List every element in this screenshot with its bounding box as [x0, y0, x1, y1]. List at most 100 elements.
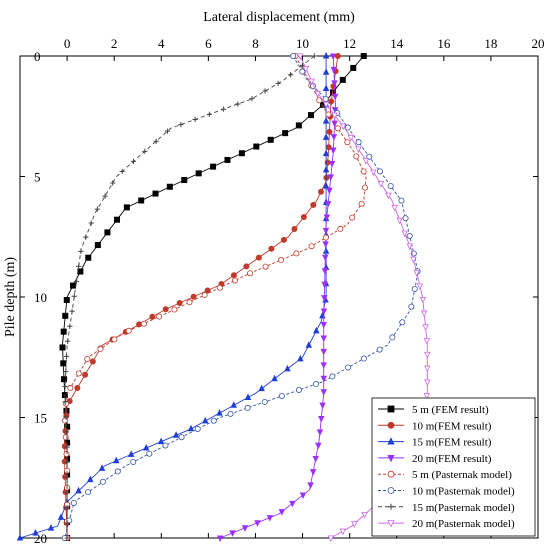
data-point [266, 515, 274, 522]
data-point [65, 338, 71, 344]
data-point [308, 243, 315, 250]
x-tick-label: 0 [64, 36, 71, 51]
data-point [130, 158, 137, 164]
data-point [230, 401, 238, 408]
x-tick-label: 4 [158, 36, 165, 51]
data-point [127, 450, 135, 457]
data-point [309, 469, 317, 476]
data-point [75, 370, 82, 377]
data-point [267, 136, 274, 143]
data-point [85, 489, 92, 496]
data-point [84, 355, 91, 362]
data-point [216, 535, 224, 542]
data-point [138, 197, 145, 204]
data-point [87, 475, 94, 483]
data-point [254, 520, 261, 527]
data-point [391, 204, 398, 212]
data-point [308, 78, 315, 86]
data-point [351, 521, 358, 528]
data-point [284, 364, 291, 372]
data-point [339, 76, 346, 83]
data-point [424, 351, 431, 359]
data-point [329, 373, 336, 380]
data-point [377, 181, 385, 188]
data-point [322, 182, 330, 189]
data-point [328, 98, 335, 105]
data-point [235, 101, 241, 107]
data-point [387, 520, 395, 528]
data-point [322, 95, 329, 102]
legend-entry: 5 m (FEM result) [378, 404, 489, 416]
data-point [216, 409, 223, 416]
data-point [344, 139, 351, 146]
data-point [62, 384, 68, 390]
data-point [62, 473, 69, 480]
data-point [302, 66, 310, 73]
data-point [156, 313, 163, 320]
data-point [289, 500, 296, 508]
data-point [110, 180, 116, 186]
data-point [319, 402, 326, 410]
data-point [424, 365, 431, 373]
data-point [278, 509, 286, 516]
data-point [71, 293, 77, 299]
data-point [176, 299, 183, 306]
data-point [337, 225, 344, 232]
y-axis-label: Pile depth (m) [3, 257, 18, 337]
data-point [275, 80, 281, 86]
data-point [408, 303, 415, 310]
data-point [387, 421, 395, 429]
data-point [149, 313, 156, 320]
data-point [224, 156, 231, 163]
data-point [323, 214, 331, 221]
data-point [360, 53, 367, 60]
data-point [63, 368, 69, 375]
data-point [377, 168, 384, 175]
data-point [419, 296, 427, 304]
data-point [307, 482, 314, 489]
series-line [64, 55, 367, 538]
series-line [19, 56, 327, 539]
data-point [64, 505, 70, 511]
data-point [83, 234, 89, 240]
x-tick-label: 14 [390, 36, 404, 51]
data-point [142, 444, 150, 451]
data-point [271, 374, 278, 382]
data-point [62, 399, 68, 405]
data-point [94, 242, 101, 249]
data-point [113, 216, 120, 223]
data-point [331, 112, 338, 120]
y-tick-label: 0 [34, 49, 41, 64]
data-point [64, 489, 70, 496]
data-point [262, 88, 268, 94]
data-point [313, 326, 320, 334]
data-point [360, 355, 367, 362]
data-point [123, 204, 130, 211]
data-point [423, 393, 431, 400]
data-point [61, 417, 68, 424]
data-point [305, 341, 313, 348]
data-point [59, 344, 66, 351]
data-point [64, 520, 70, 526]
data-point [322, 133, 330, 140]
data-point [330, 147, 337, 155]
series-4 [216, 53, 339, 542]
legend-entry: 10 m(FEM result) [378, 420, 492, 432]
data-point [355, 146, 362, 153]
data-point [307, 112, 314, 119]
x-tick-label: 2 [111, 36, 118, 51]
data-point [202, 416, 209, 424]
data-point [210, 163, 217, 170]
data-point [321, 281, 328, 289]
data-point [322, 149, 330, 157]
data-point [282, 130, 289, 137]
data-point [297, 354, 304, 362]
legend-label: 10 m(Pasternak model) [412, 486, 515, 498]
y-tick-label: 15 [34, 411, 47, 426]
data-point [312, 455, 319, 463]
data-point [278, 392, 285, 399]
legend-label: 15 m(FEM result) [412, 437, 492, 449]
data-point [164, 128, 171, 134]
data-point [162, 442, 169, 449]
data-point [349, 214, 356, 221]
